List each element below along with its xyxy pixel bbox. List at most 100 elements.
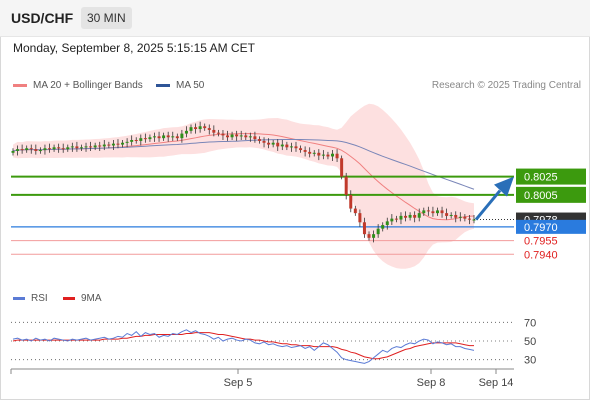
x-tick-label: Sep 14 [479, 377, 514, 389]
resistance-label: 0.8025 [524, 172, 558, 184]
candle-body [20, 149, 24, 151]
candle-body [43, 148, 47, 151]
candle-body [335, 153, 339, 159]
candle-body [75, 146, 79, 149]
candle-body [285, 144, 289, 148]
candle-body [276, 142, 280, 147]
candle-body [376, 228, 380, 235]
symbol-title: USD/CHF [11, 10, 74, 26]
header-bar: USD/CHF 30 MIN [0, 0, 590, 37]
datetime-label: Monday, September 8, 2025 5:15:15 AM CET [13, 41, 255, 55]
candle-body [404, 215, 408, 218]
candle-body [38, 150, 42, 152]
candle-body [139, 138, 143, 141]
ma9-label: 9MA [81, 293, 102, 304]
legend-ma50: MA 50 [156, 80, 204, 91]
candle-body [61, 148, 65, 150]
candle-body [440, 210, 444, 214]
candle-body [435, 210, 439, 214]
rsi-swatch [13, 297, 25, 300]
rsi-tick-label: 50 [524, 336, 536, 348]
candle-body [171, 136, 175, 138]
ma20-swatch [13, 84, 27, 87]
candle-body [267, 142, 271, 145]
candle-body [70, 146, 74, 148]
candle-body [207, 128, 211, 130]
candle-body [472, 219, 476, 221]
candle-body [422, 210, 426, 214]
candle-body [11, 150, 15, 153]
candle-body [385, 221, 389, 226]
legend-9ma: 9MA [63, 293, 102, 304]
candle-body [344, 176, 348, 195]
candle-body [198, 126, 202, 130]
candle-body [134, 140, 138, 141]
candle-body [367, 234, 371, 238]
candle-body [221, 133, 225, 136]
candle-body [52, 147, 56, 150]
candle-body [116, 143, 120, 145]
candle-body [143, 138, 147, 140]
candle-body [257, 139, 261, 141]
candle-body [226, 135, 230, 138]
resistance-label: 0.8005 [524, 190, 558, 202]
candle-body [262, 140, 266, 143]
candle-body [184, 130, 188, 134]
candle-body [372, 234, 376, 238]
candle-body [321, 154, 325, 156]
candle-body [175, 136, 179, 139]
forecast-arrow-head [494, 176, 514, 197]
forecast-arrow-shaft [474, 189, 502, 221]
support-label: 0.7955 [524, 236, 558, 248]
candle-body [312, 152, 316, 154]
candle-body [194, 127, 198, 130]
candle-body [381, 225, 385, 229]
candle-body [166, 135, 170, 138]
candle-body [34, 149, 38, 151]
candle-body [408, 214, 412, 218]
pivot-label: 0.7970 [524, 222, 558, 234]
rsi-tick-label: 30 [524, 355, 536, 367]
timeframe-button[interactable]: 30 MIN [81, 7, 132, 29]
ma9-swatch [63, 297, 75, 300]
candle-body [248, 136, 252, 138]
resistance-badge [516, 186, 586, 203]
candle-body [326, 154, 330, 157]
candle-body [212, 129, 216, 133]
candle-body [271, 142, 275, 145]
candle-body [216, 132, 220, 134]
candle-body [230, 134, 234, 138]
candle-body [162, 135, 166, 139]
candle-body [417, 213, 421, 218]
candle-body [152, 136, 156, 138]
candle-body [426, 210, 430, 212]
candle-body [394, 218, 398, 220]
candle-body [102, 144, 106, 147]
candle-body [308, 151, 312, 154]
candle-body [331, 153, 335, 157]
candle-body [57, 147, 61, 149]
rsi-line [12, 329, 475, 364]
candle-body [148, 137, 152, 140]
candle-body [340, 158, 344, 177]
candle-body [458, 216, 462, 218]
candle-body [98, 145, 102, 147]
bollinger-band [13, 103, 474, 269]
resistance-badge [516, 168, 586, 185]
candle-body [294, 146, 298, 149]
candle-body [454, 214, 458, 218]
candle-body [349, 194, 353, 209]
candle-body [121, 142, 125, 145]
candle-body [111, 143, 115, 146]
candle-body [289, 146, 293, 148]
candle-body [353, 208, 357, 214]
candle-body [89, 146, 93, 148]
candle-body [130, 140, 134, 142]
candle-body [449, 214, 453, 216]
candle-body [29, 148, 33, 150]
candle-body [66, 147, 70, 150]
candle-body [280, 144, 284, 147]
candle-body [431, 211, 435, 214]
candle-body [203, 126, 207, 129]
